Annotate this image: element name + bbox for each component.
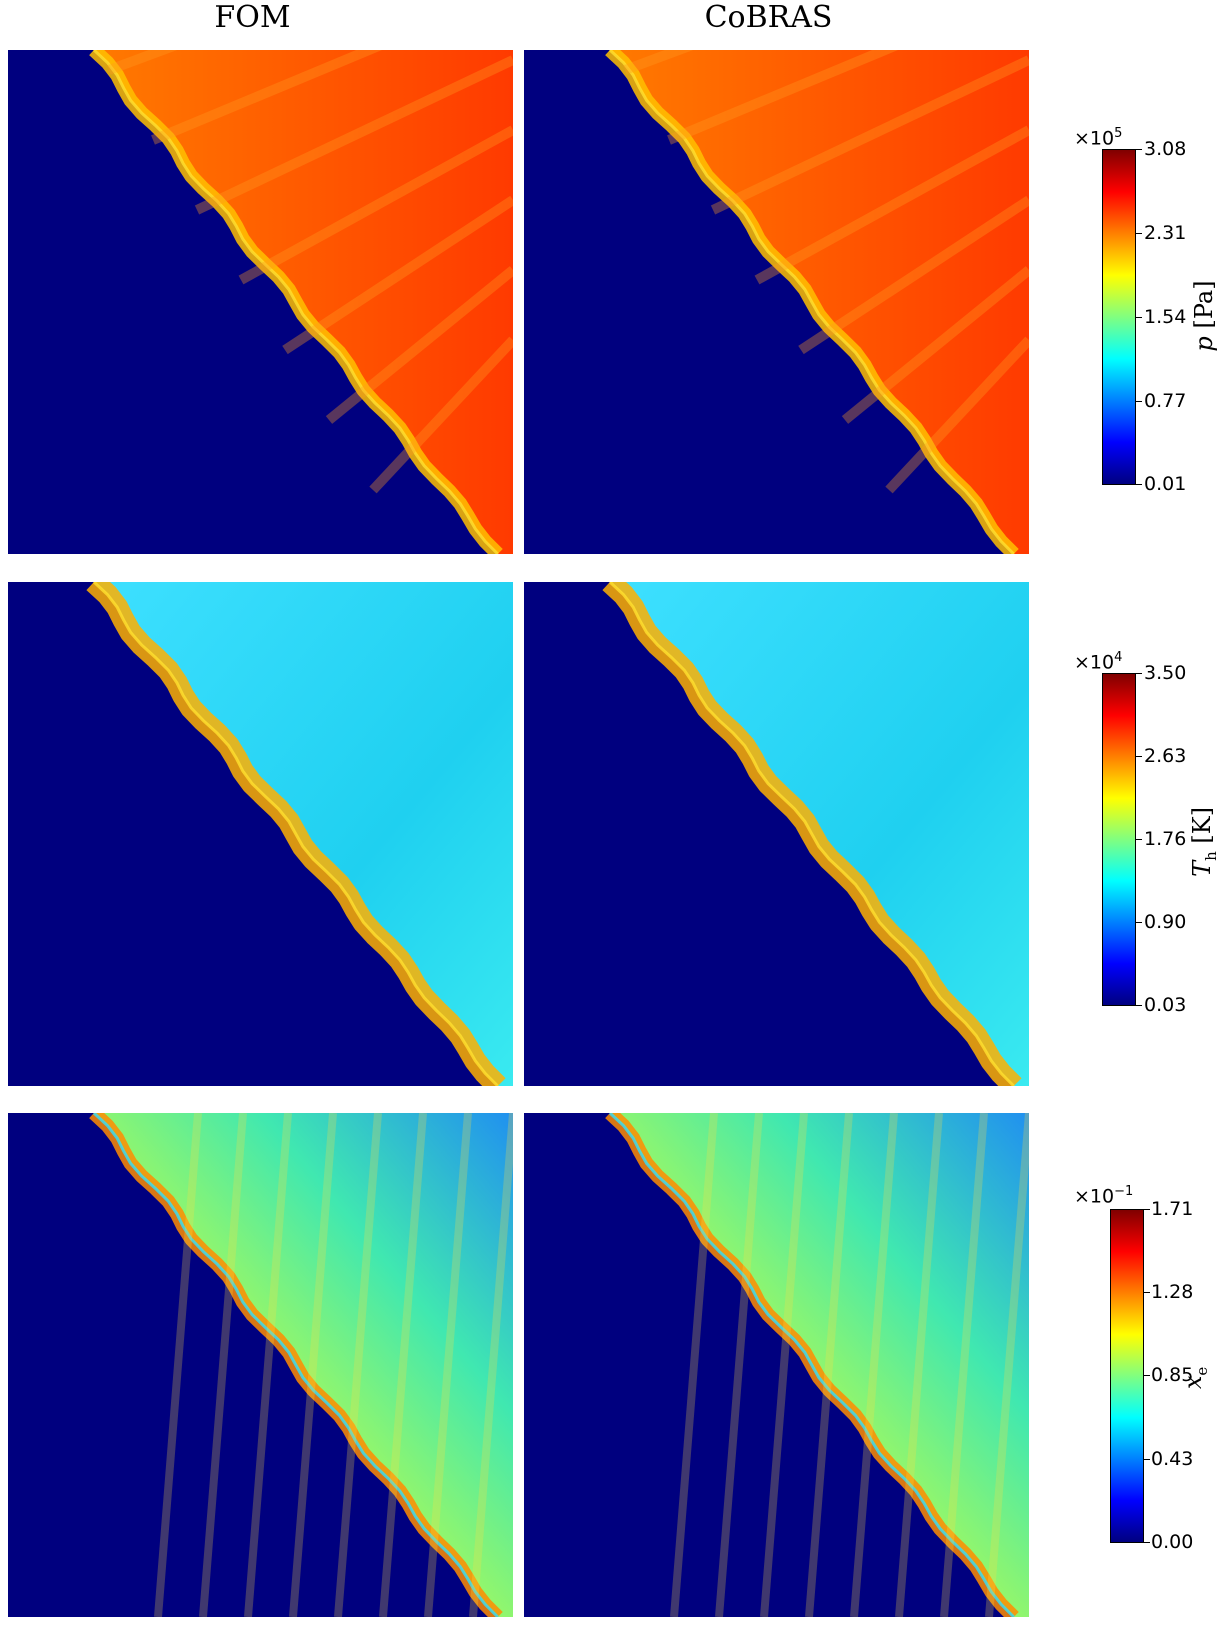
colorbar-electron-fraction-gradient [1110, 1209, 1144, 1543]
colorbar-temperature-label: Th [K] [1188, 806, 1220, 877]
colorbar-pressure-tick: 0.01 [1144, 473, 1187, 495]
colorbar-temperature-tick: 1.76 [1144, 828, 1187, 850]
colorbar-pressure-label: p [Pa] [1190, 280, 1218, 352]
column-title-cobras: CoBRAS [704, 0, 833, 35]
colorbar-electron-fraction-label: xe [1179, 1366, 1211, 1390]
colorbar-pressure-exponent: ×105 [1074, 126, 1123, 150]
colorbar-pressure-tick: 3.08 [1144, 138, 1187, 160]
heatmap-pressure-cobras [524, 50, 1029, 554]
colorbar-electron-fraction-tick: 1.28 [1151, 1281, 1194, 1303]
heatmap-temperature-cobras [524, 582, 1029, 1086]
colorbar-pressure-tick: 1.54 [1144, 306, 1187, 328]
colorbar-pressure-tick: 2.31 [1144, 222, 1187, 244]
heatmap-temperature-fom [8, 582, 513, 1086]
colorbar-temperature-tick: 2.63 [1144, 745, 1187, 767]
colorbar-pressure-tick: 0.77 [1144, 390, 1187, 412]
colorbar-temperature-tick: 0.03 [1144, 994, 1187, 1016]
colorbar-temperature-tick: 3.50 [1144, 662, 1187, 684]
colorbar-temperature-gradient [1102, 673, 1136, 1006]
heatmap-electron-fraction-cobras [524, 1113, 1029, 1617]
column-title-fom: FOM [214, 0, 291, 35]
colorbar-electron-fraction-tick: 0.00 [1151, 1531, 1194, 1553]
colorbar-electron-fraction-exponent: ×10−1 [1074, 1184, 1134, 1208]
heatmap-pressure-fom [8, 50, 513, 554]
colorbar-electron-fraction-tick: 0.85 [1151, 1364, 1194, 1386]
colorbar-electron-fraction-tick: 1.71 [1151, 1198, 1194, 1220]
colorbar-temperature-tick: 0.90 [1144, 911, 1187, 933]
colorbar-temperature-exponent: ×104 [1074, 650, 1123, 674]
heatmap-electron-fraction-fom [8, 1113, 513, 1617]
colorbar-electron-fraction-tick: 0.43 [1151, 1448, 1194, 1470]
colorbar-pressure-gradient [1102, 149, 1136, 485]
